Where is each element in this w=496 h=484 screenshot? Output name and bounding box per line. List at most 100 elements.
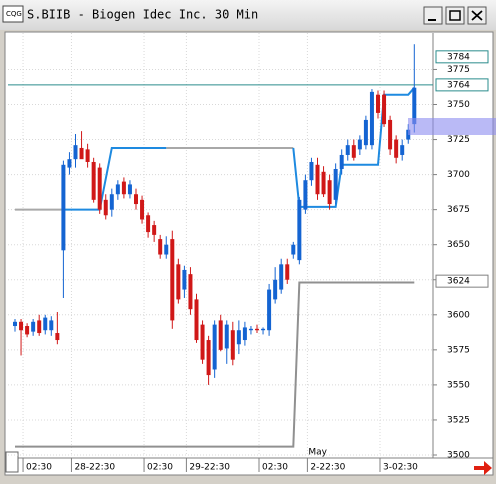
candle-body [164,244,169,255]
candle-body [55,333,60,341]
maximize-button[interactable] [445,6,465,25]
y-tick-label: 3700 [447,170,470,180]
candle-body [188,274,193,310]
candle-body [230,330,235,360]
candle-body [309,161,314,181]
window-buttons[interactable] [423,6,487,25]
y-tick-label: 3650 [447,240,470,250]
candle-body [285,264,290,280]
app-icon [2,5,24,23]
highlight [408,118,496,135]
candle-body [158,239,163,255]
minimize-button[interactable] [423,6,443,25]
candle-body [121,181,126,195]
candle-body [91,161,96,200]
candle-body [109,194,114,210]
candle-body [206,340,211,376]
candle-body [345,145,350,155]
candle-body [327,180,332,205]
candle-body [303,180,308,210]
candle-body [279,264,284,290]
candle-body [200,324,205,360]
candle-body [19,321,24,331]
x-tick-label: 29-22:30 [189,463,230,473]
candle-body [146,215,151,233]
price-label: 3624 [447,277,470,287]
x-tick-label: 2-22:30 [310,463,345,473]
y-tick-label: 3525 [447,415,470,425]
candle-body [339,154,344,169]
title-bar [0,0,496,30]
candle-body [37,320,42,334]
candle-body [218,320,223,350]
candle-body [248,328,253,331]
price-label-box [435,50,489,64]
candle-body [351,145,356,158]
candle-body [127,184,132,195]
candle-body [255,328,259,331]
candle-body [333,168,338,200]
level-line [15,146,294,211]
icon [449,10,461,21]
candle-body [267,289,272,331]
x-tick-label: 28-22:30 [74,463,115,473]
window-title: S.BIIB - Biogen Idec Inc. 30 Min [27,8,258,22]
candle-body [79,147,84,160]
candle-body [31,321,36,332]
candle-body [297,199,302,261]
price-label: 3764 [447,80,470,90]
candle-body [363,119,368,146]
price-label: 3784 [447,52,470,62]
candle-body [25,326,30,335]
chart-panel [4,31,494,476]
x-tick-label: 02:30 [26,463,52,473]
y-tick-label: 3775 [447,65,470,75]
candle-body [61,164,66,251]
candle-body [73,145,78,160]
candle-body [321,171,326,195]
annotation: May [308,448,327,458]
icon-text: CQG [6,10,22,18]
candle-body [382,94,387,125]
x-tick-label: 3-02:30 [383,463,418,473]
candle-body [273,279,278,300]
price-label-box [435,274,489,288]
scroll-arrow[interactable] [474,461,492,475]
candle-body [152,225,157,235]
candle-body [103,199,108,216]
candle-body [176,264,181,300]
candle-body [194,299,199,341]
x-tick-label: 02:30 [147,463,173,473]
candle-body [291,244,296,255]
candle-body [242,327,247,341]
candle-body [369,91,374,146]
candle-body [140,199,145,220]
candle-body [13,321,17,327]
candle-body [85,149,90,162]
candle-body [376,94,380,113]
candle-body [236,330,241,345]
candle-body [400,145,405,155]
candle-body [170,239,175,321]
x-tick-label: 02:30 [262,463,288,473]
candle-body [43,317,48,331]
level-line [15,281,415,448]
candle-body [134,194,138,205]
candle-body [212,324,217,370]
y-tick-label: 3575 [447,345,470,355]
price-label-box [435,78,489,92]
candle-body [394,139,399,158]
candle-body [182,269,187,290]
scroll-box[interactable] [5,451,19,473]
y-tick-label: 3500 [447,451,470,461]
candle-body [115,184,120,195]
candle-body [49,320,54,331]
y-tick-label: 3600 [447,310,470,320]
candle-body [412,87,417,125]
candle-body [261,328,266,331]
candle-body [315,164,320,195]
y-tick-label: 3725 [447,135,470,145]
y-tick-label: 3550 [447,380,470,390]
candle-body [357,139,362,150]
